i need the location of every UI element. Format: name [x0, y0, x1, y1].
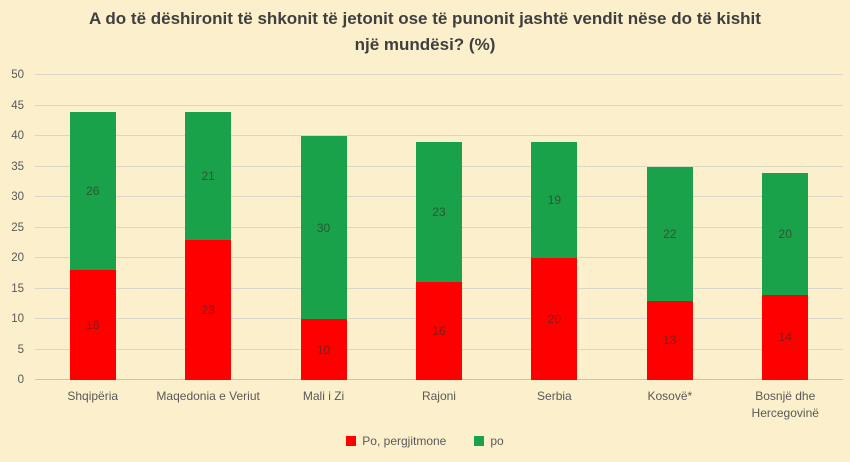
legend-label: po — [490, 434, 504, 448]
bar-value-label: 10 — [316, 342, 331, 357]
bar-segment: 23 — [415, 142, 462, 283]
legend-color-swatch-icon — [474, 436, 485, 446]
x-axis: Shqipëria Maqedonia e Veriut Mali i Zi Rajo… — [35, 388, 843, 423]
y-axis-tick-label: 10 — [11, 313, 24, 325]
x-axis-category-label: Mali i Zi — [302, 389, 345, 403]
legend-label: Po, pergjitmone — [362, 434, 447, 448]
bar-value-label: 18 — [86, 318, 100, 333]
bar-segment: 20 — [762, 172, 809, 295]
x-axis-category-label: Shqipëria — [67, 389, 119, 403]
x-axis-category-label: Rajoni — [421, 389, 456, 403]
bar-segment: 22 — [646, 166, 693, 301]
bar-stack: 14 20 — [762, 75, 809, 380]
y-axis-tick-label: 40 — [11, 130, 24, 142]
bar-slot: 13 22 — [612, 75, 727, 380]
chart-title: A do të dëshironit të shkonit të jetonit… — [89, 9, 761, 54]
bar-segment: 14 — [762, 294, 809, 380]
bar-segment: 21 — [185, 111, 232, 240]
bar-segment: 16 — [415, 282, 462, 380]
y-axis-tick-label: 20 — [11, 252, 24, 264]
y-axis: 0 5 10 15 20 25 30 35 40 45 50 — [0, 69, 28, 386]
bar-slot: 18 26 — [35, 75, 150, 380]
bar-value-label: 19 — [547, 193, 562, 208]
bar-value-label: 20 — [778, 226, 792, 241]
bar-segment: 23 — [185, 239, 232, 380]
bar-value-label: 21 — [201, 168, 215, 183]
bar-value-label: 14 — [778, 330, 792, 345]
bar-value-label: 22 — [663, 226, 677, 241]
bar-stack: 20 19 — [531, 75, 578, 380]
bar-stack: 13 22 — [646, 75, 693, 380]
x-axis-category-label: Serbia — [537, 389, 572, 403]
bar-value-label: 13 — [663, 333, 677, 348]
bar-stack: 18 26 — [69, 75, 116, 380]
bars-layer: 18 26 23 21 10 30 16 23 20 19 13 22 14 20 — [35, 75, 843, 380]
bar-stack: 10 30 — [300, 75, 347, 380]
bar-value-label: 20 — [547, 312, 562, 326]
y-axis-tick-label: 15 — [11, 282, 24, 295]
y-axis-tick-label: 25 — [11, 221, 24, 234]
x-axis-category-label: Bosnjë dhe Hercegovinë — [751, 389, 819, 421]
gridline — [35, 74, 843, 75]
legend-item: Po, pergjitmone — [346, 434, 446, 448]
bar-segment: 19 — [531, 142, 578, 258]
bar-slot: 16 23 — [381, 75, 496, 380]
bar-slot: 14 20 — [728, 75, 843, 380]
bar-slot: 10 30 — [266, 75, 381, 380]
bar-value-label: 23 — [201, 302, 215, 317]
y-axis-tick-label: 0 — [17, 374, 24, 386]
bar-value-label: 16 — [432, 324, 446, 339]
plot-area: 18 26 23 21 10 30 16 23 20 19 13 22 14 20 — [35, 74, 843, 380]
bar-segment: 30 — [300, 136, 347, 319]
bar-segment: 20 — [531, 258, 578, 380]
bar-slot: 23 21 — [150, 75, 265, 380]
y-axis-tick-label: 50 — [11, 69, 24, 81]
bar-value-label: 30 — [316, 220, 331, 235]
y-axis-tick-label: 45 — [11, 99, 24, 112]
bar-value-label: 26 — [86, 183, 100, 198]
bar-value-label: 23 — [432, 205, 446, 220]
gridline — [35, 104, 843, 106]
bar-stack: 16 23 — [415, 75, 462, 380]
bar-segment: 18 — [69, 270, 116, 380]
legend: Po, pergjitmone po — [0, 434, 850, 448]
x-axis-category-label: Maqedonia e Veriut — [156, 389, 260, 403]
gridline — [35, 135, 843, 136]
y-axis-tick-label: 5 — [17, 343, 24, 356]
legend-item: po — [474, 434, 504, 448]
bar-segment: 26 — [69, 111, 116, 271]
bar-segment: 13 — [646, 300, 693, 380]
legend-color-swatch-icon — [346, 436, 357, 446]
y-axis-tick-label: 35 — [11, 160, 24, 173]
bar-segment: 10 — [300, 319, 347, 380]
y-axis-tick-label: 30 — [11, 191, 24, 203]
bar-stack: 23 21 — [185, 75, 232, 380]
bar-slot: 20 19 — [497, 75, 612, 380]
x-axis-category-label: Kosovë* — [647, 389, 693, 403]
